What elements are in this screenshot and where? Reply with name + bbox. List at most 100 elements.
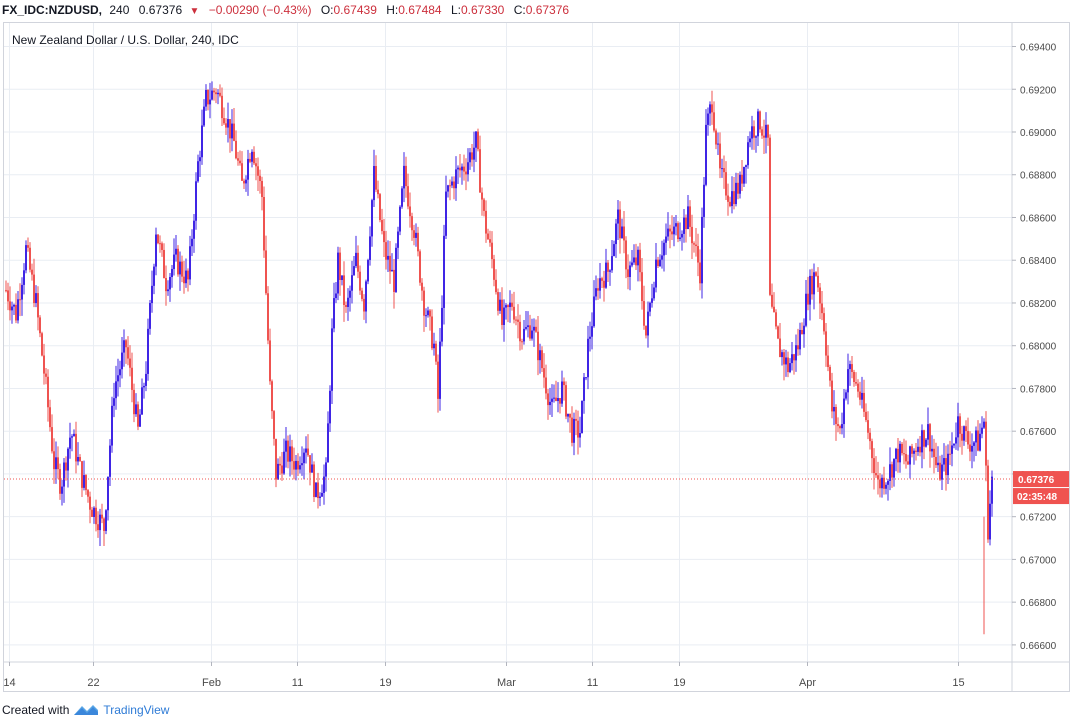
candle-body [599, 278, 601, 291]
candle-body [263, 197, 265, 251]
candle-body [533, 326, 535, 331]
candle-body [123, 340, 125, 353]
candle-body [969, 444, 971, 452]
candle-body [379, 194, 381, 221]
candle-body [283, 451, 285, 474]
candle-body [253, 151, 255, 164]
candle-body [455, 169, 457, 189]
candle-body [301, 463, 303, 466]
candle-body [809, 275, 811, 305]
candle-body [803, 325, 805, 335]
candle-body [699, 262, 701, 284]
candle-body [867, 420, 869, 433]
candle-body [937, 462, 939, 466]
candle-body [561, 381, 563, 404]
candle-body [817, 275, 819, 288]
candle-body [793, 354, 795, 361]
candle-body [139, 414, 141, 427]
candle-body [383, 231, 385, 243]
candle-body [169, 277, 171, 290]
candle-body [449, 185, 451, 187]
y-tick-label: 0.69400 [1020, 43, 1057, 54]
candle-body [233, 123, 235, 141]
candle-body [877, 475, 879, 480]
candle-body [735, 182, 737, 205]
candle-body [297, 460, 299, 470]
candle-body [573, 418, 575, 443]
candle-body [113, 398, 115, 406]
timeframe[interactable]: 240 [109, 3, 130, 17]
x-tick-label: 19 [379, 677, 391, 689]
candle-body [495, 279, 497, 293]
candle-body [799, 329, 801, 350]
candle-body [199, 157, 201, 162]
candle-body [651, 298, 653, 303]
candle-body [965, 426, 967, 432]
candle-body [467, 162, 469, 175]
candle-body [827, 355, 829, 367]
candle-body [277, 463, 279, 480]
candle-body [831, 380, 833, 412]
candle-body [981, 427, 983, 434]
candle-body [959, 416, 961, 434]
candle-body [231, 123, 233, 139]
candle-body [589, 336, 591, 339]
candle-body [733, 191, 735, 205]
candle-body [367, 259, 369, 282]
candle-body [347, 297, 349, 307]
candle-body [811, 275, 813, 295]
candles [5, 81, 993, 635]
candle-body [871, 441, 873, 459]
candle-body [7, 290, 9, 302]
candle-body [377, 189, 379, 195]
candle-body [393, 269, 395, 292]
candle-body [843, 398, 845, 425]
candle-body [305, 448, 307, 453]
candle-body [875, 473, 877, 476]
candle-body [903, 453, 905, 455]
candle-body [291, 446, 293, 462]
candle-body [385, 242, 387, 260]
candle-body [923, 430, 925, 447]
candle-body [91, 509, 93, 517]
candle-body [957, 416, 959, 438]
candle-body [241, 163, 243, 181]
candle-body [127, 347, 129, 359]
candle-body [433, 343, 435, 349]
candle-body [675, 223, 677, 227]
candle-body [391, 269, 393, 272]
candle-body [435, 343, 437, 362]
candle-body [541, 350, 543, 369]
candle-body [173, 254, 175, 269]
candle-body [289, 446, 291, 462]
candle-body [473, 147, 475, 160]
candle-body [341, 275, 343, 280]
symbol-name[interactable]: FX_IDC:NZDUSD, [2, 3, 103, 17]
y-tick-label: 0.68200 [1020, 299, 1057, 310]
candle-body [931, 448, 933, 452]
candle-body [649, 302, 651, 312]
candle-body [203, 106, 205, 126]
candle-body [453, 181, 455, 189]
last-price-tag [1013, 471, 1069, 488]
candle-body [475, 131, 477, 148]
candle-body [211, 90, 213, 100]
candle-body [375, 166, 377, 190]
candle-body [463, 166, 465, 172]
x-tick-label: 15 [952, 677, 964, 689]
candle-body [575, 418, 577, 421]
candle-body [193, 220, 195, 239]
candle-body [739, 174, 741, 194]
tradingview-link[interactable]: TradingView [103, 703, 170, 717]
candle-body [517, 319, 519, 322]
candle-body [869, 432, 871, 442]
candle-body [307, 448, 309, 456]
candle-body [519, 321, 521, 342]
candle-body [515, 319, 517, 321]
candle-body [721, 168, 723, 170]
candle-body [553, 397, 555, 399]
candle-body [47, 376, 49, 408]
candle-body [639, 249, 641, 273]
candle-body [587, 338, 589, 378]
